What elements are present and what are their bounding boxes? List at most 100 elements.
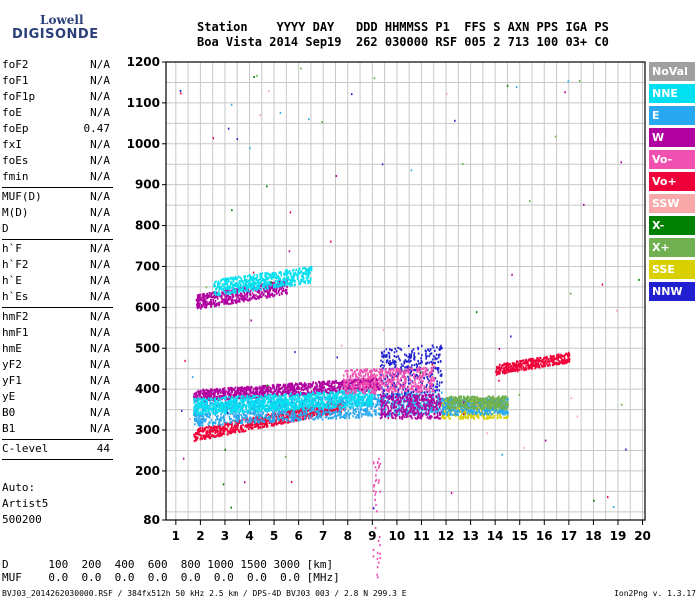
data-point xyxy=(200,414,202,418)
data-point xyxy=(260,423,262,426)
data-point xyxy=(281,410,283,413)
data-point xyxy=(275,415,278,418)
data-point xyxy=(301,392,304,395)
data-point xyxy=(297,390,299,394)
data-point xyxy=(368,402,371,405)
data-point xyxy=(217,389,219,392)
data-point xyxy=(195,431,197,435)
data-point xyxy=(408,396,411,400)
data-point xyxy=(335,410,337,413)
param-name: B0 xyxy=(2,406,16,419)
data-point xyxy=(339,414,341,417)
data-point xyxy=(266,422,268,426)
data-point xyxy=(265,422,267,425)
data-point xyxy=(269,403,272,406)
data-point xyxy=(214,397,217,400)
data-point xyxy=(365,398,368,401)
data-point xyxy=(329,416,332,420)
data-point xyxy=(224,424,226,427)
data-point xyxy=(284,403,286,406)
data-point xyxy=(337,408,340,411)
data-point xyxy=(358,416,360,419)
data-point xyxy=(273,417,276,421)
data-point xyxy=(347,394,350,397)
data-point xyxy=(227,433,229,436)
data-point xyxy=(282,403,285,406)
data-point xyxy=(418,402,420,405)
data-point xyxy=(252,395,255,398)
data-point xyxy=(273,423,276,426)
data-point xyxy=(323,402,326,406)
data-point xyxy=(221,407,223,411)
auto-label: Auto: xyxy=(2,481,36,494)
data-point xyxy=(340,416,342,419)
data-point xyxy=(212,412,215,415)
data-point xyxy=(195,435,198,439)
data-point xyxy=(199,414,201,417)
data-point xyxy=(265,386,268,390)
data-point xyxy=(371,393,374,396)
data-point xyxy=(266,409,269,412)
data-point xyxy=(410,408,413,411)
data-point xyxy=(320,400,322,403)
data-point xyxy=(411,380,414,383)
data-point xyxy=(331,387,334,390)
data-point xyxy=(377,385,379,389)
data-point xyxy=(402,408,405,411)
data-point xyxy=(219,405,221,408)
data-point xyxy=(412,410,415,413)
data-point xyxy=(241,396,243,400)
data-point xyxy=(349,387,352,390)
data-point xyxy=(364,413,366,416)
data-point xyxy=(357,394,360,397)
data-point xyxy=(250,389,252,392)
data-point xyxy=(232,406,235,409)
data-point xyxy=(326,395,329,399)
data-point xyxy=(352,396,354,399)
data-point xyxy=(341,393,344,396)
data-point xyxy=(401,397,404,400)
data-point xyxy=(252,404,254,407)
data-point xyxy=(314,406,316,409)
data-point xyxy=(248,411,250,414)
param-name: foE xyxy=(2,106,22,119)
param-row: foE N/A xyxy=(2,106,112,122)
data-point xyxy=(232,404,234,407)
data-point xyxy=(254,401,256,404)
data-point xyxy=(304,406,307,409)
data-point xyxy=(368,399,370,403)
data-point xyxy=(319,404,321,407)
data-point xyxy=(436,366,439,370)
data-point xyxy=(231,429,234,432)
data-point xyxy=(289,398,291,401)
data-point xyxy=(336,394,339,397)
data-point xyxy=(291,416,294,419)
data-point xyxy=(362,413,365,416)
data-point xyxy=(219,394,221,397)
data-point xyxy=(327,412,329,416)
data-point xyxy=(214,428,217,432)
data-point xyxy=(366,413,368,416)
data-point xyxy=(310,390,313,393)
data-point xyxy=(243,416,245,419)
data-point xyxy=(196,415,198,418)
data-point xyxy=(358,414,360,417)
data-point xyxy=(280,395,283,398)
data-point xyxy=(257,395,259,398)
data-point xyxy=(290,394,293,397)
param-row: yE N/A xyxy=(2,390,112,406)
data-point xyxy=(381,355,383,358)
data-point xyxy=(343,390,345,393)
param-name: B1 xyxy=(2,422,16,435)
param-value: N/A xyxy=(90,342,110,355)
data-point xyxy=(402,410,405,413)
data-point xyxy=(214,389,216,392)
data-point xyxy=(419,362,422,365)
data-point xyxy=(234,398,237,402)
data-point xyxy=(214,402,217,405)
data-point xyxy=(377,387,380,390)
data-point xyxy=(258,393,261,396)
data-point xyxy=(303,388,306,391)
data-point xyxy=(253,425,256,428)
data-point xyxy=(262,412,264,415)
